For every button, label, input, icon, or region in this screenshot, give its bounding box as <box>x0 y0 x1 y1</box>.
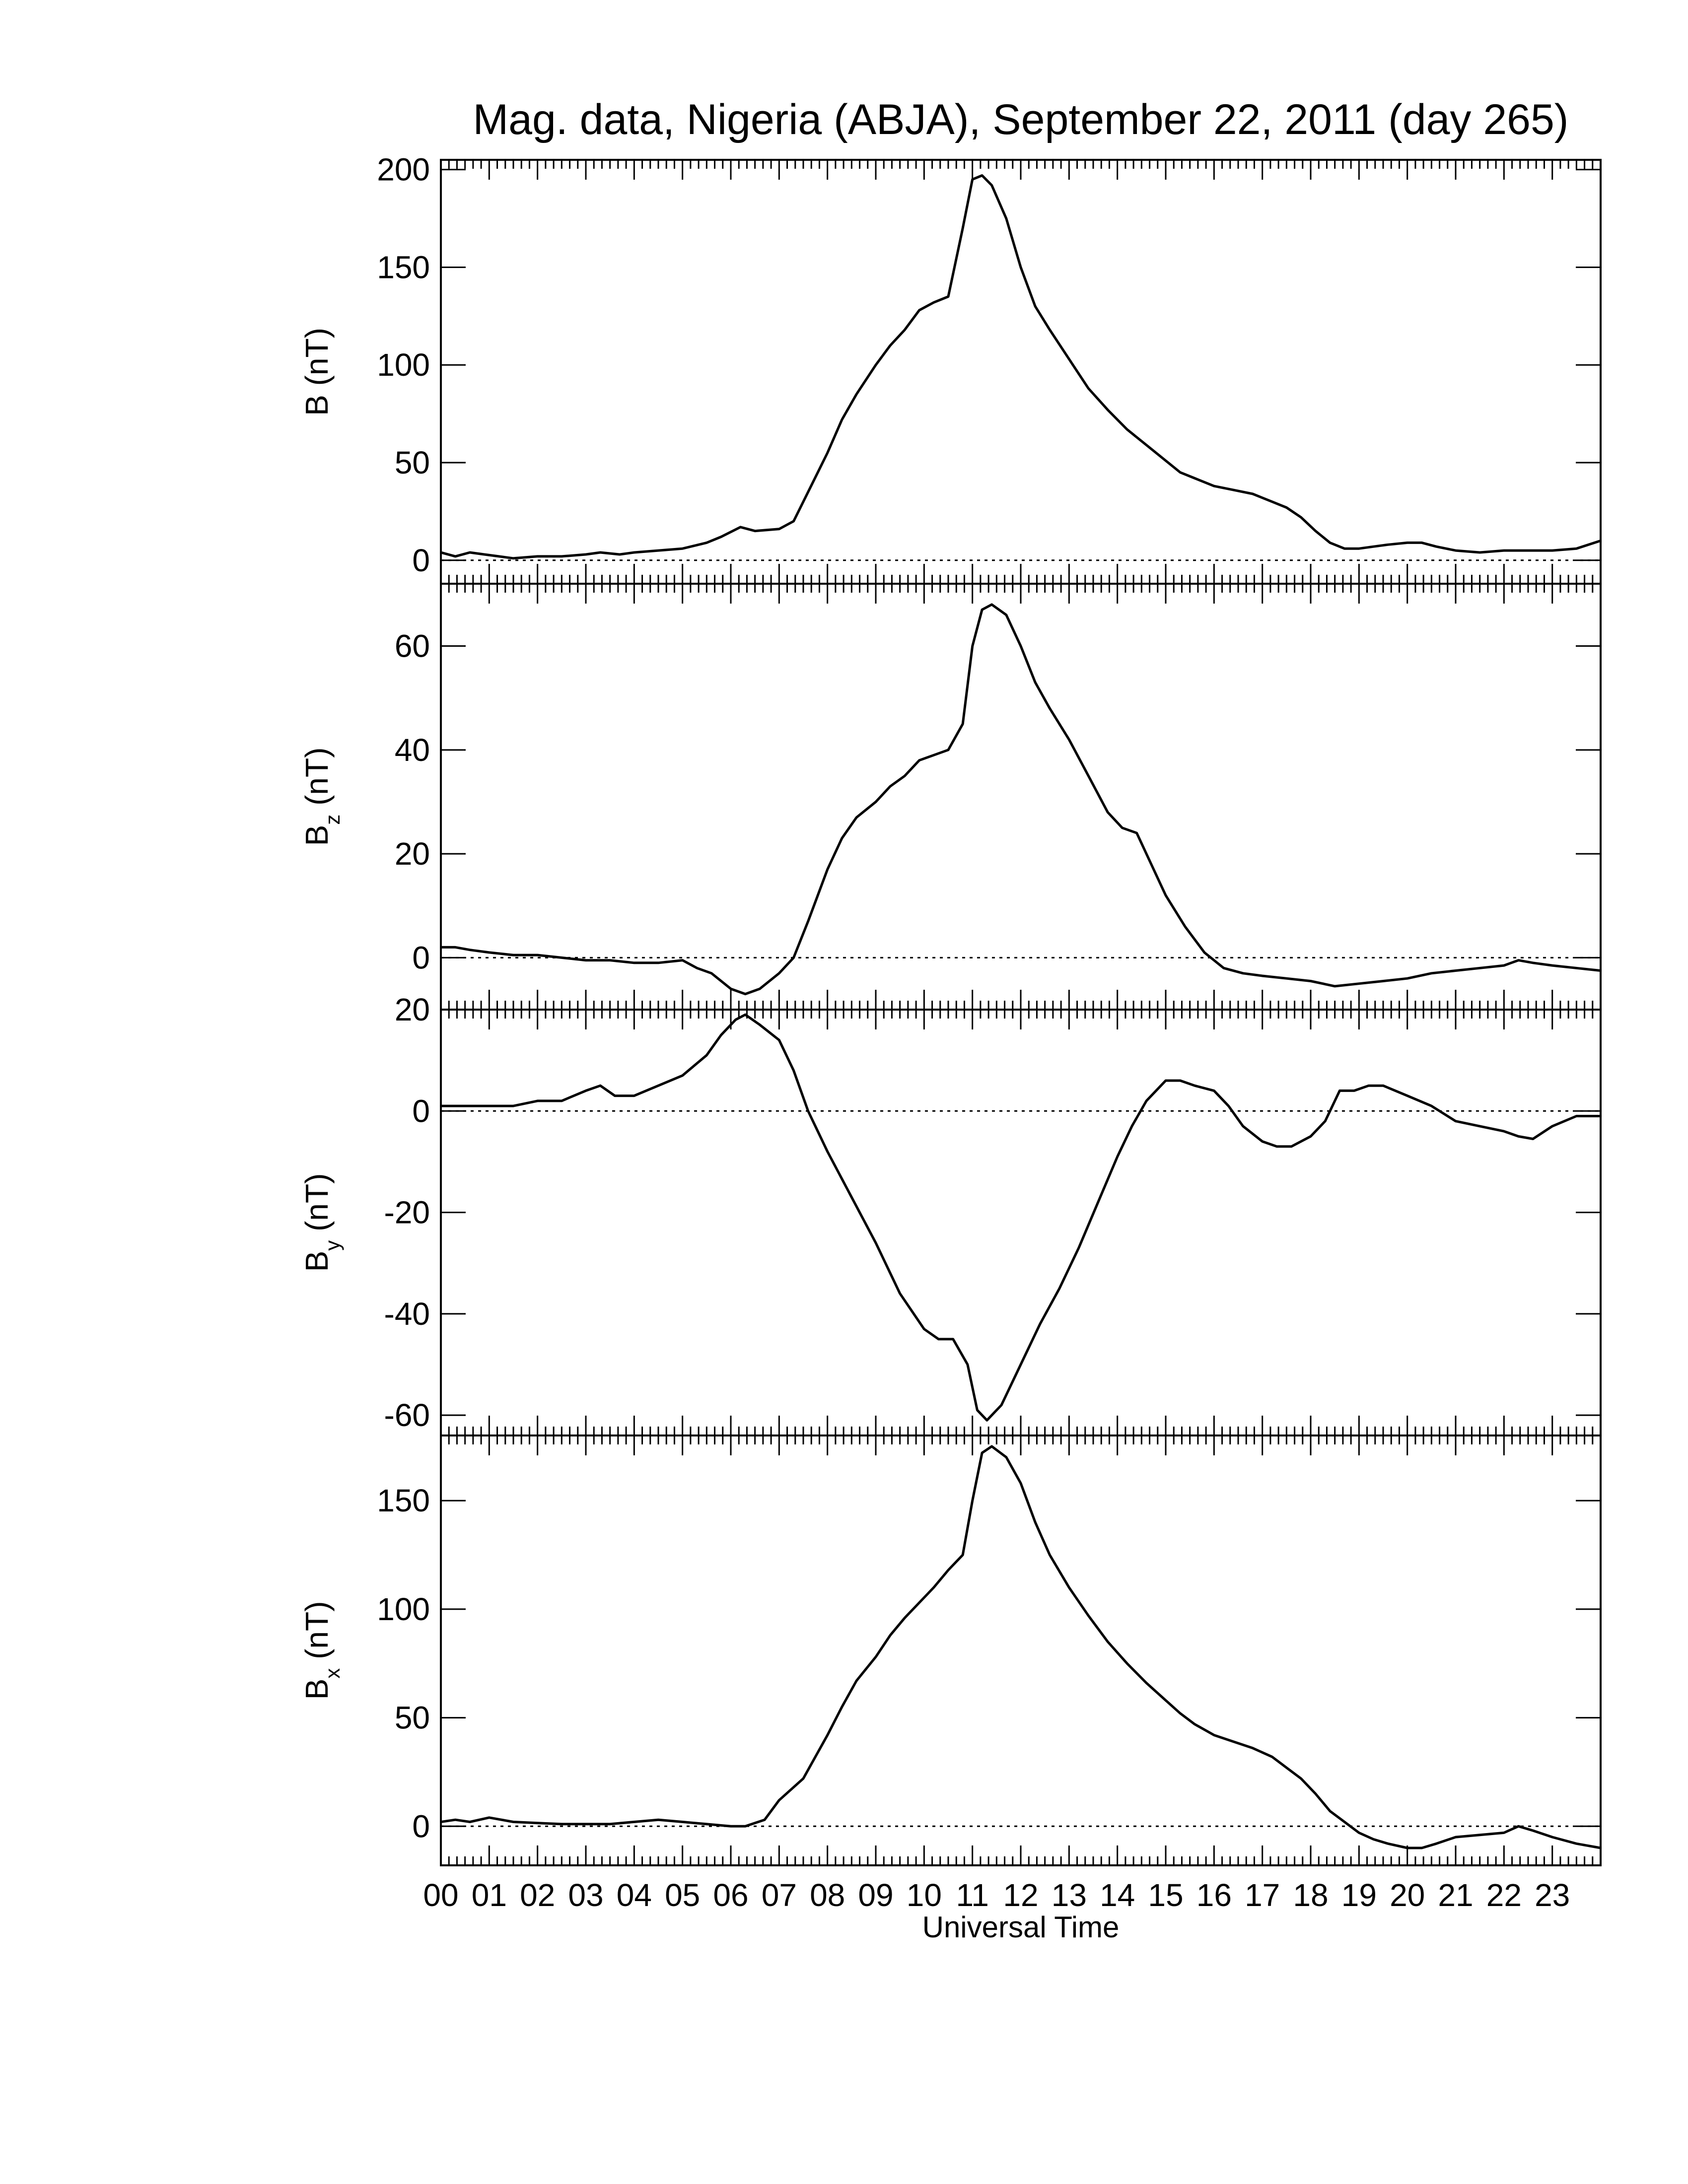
x-tick-label: 16 <box>1196 1877 1232 1913</box>
x-tick-label: 23 <box>1535 1877 1570 1913</box>
x-axis-title: Universal Time <box>922 1911 1120 1944</box>
y-tick-label: 150 <box>377 249 430 285</box>
x-tick-label: 00 <box>423 1877 458 1913</box>
y-tick-label: -20 <box>384 1195 430 1230</box>
y-axis-label: Bz (nT) <box>299 748 344 846</box>
y-tick-label: 200 <box>377 152 430 188</box>
y-axis-label: Bx (nT) <box>299 1601 344 1700</box>
y-axis-label-subscript: x <box>321 1668 344 1679</box>
y-axis-label: By (nT) <box>299 1173 344 1272</box>
x-tick-label: 15 <box>1148 1877 1183 1913</box>
y-axis-label-unit: (nT) <box>299 328 335 395</box>
y-tick-label: 0 <box>412 543 430 578</box>
y-tick-label: 0 <box>412 1093 430 1129</box>
series-line <box>440 1445 1601 1849</box>
x-tick-label: 05 <box>665 1877 700 1913</box>
x-tick-label: 02 <box>520 1877 555 1913</box>
panel-2: 0 20 40 60 Bz (nT) <box>299 583 1602 1011</box>
y-tick-label: 50 <box>395 1700 430 1736</box>
x-tick-label: 22 <box>1486 1877 1522 1913</box>
y-axis-label-unit: (nT) <box>299 748 335 815</box>
y-tick-label: 20 <box>395 836 430 872</box>
x-tick-label: 07 <box>762 1877 797 1913</box>
y-tick-label: 0 <box>412 1808 430 1844</box>
x-tick-label: 17 <box>1245 1877 1280 1913</box>
y-axis-label-main: B <box>299 395 335 416</box>
x-tick-label: 01 <box>472 1877 507 1913</box>
x-tick-label: 06 <box>713 1877 748 1913</box>
series-line <box>440 174 1601 560</box>
x-tick-label: 20 <box>1390 1877 1425 1913</box>
y-axis-label-main: B <box>299 1251 335 1272</box>
y-axis-label-unit: (nT) <box>299 1601 335 1668</box>
x-tick-label: 10 <box>907 1877 942 1913</box>
x-tick-label: 09 <box>858 1877 893 1913</box>
y-tick-label: -40 <box>384 1296 430 1332</box>
y-axis-label: B (nT) <box>299 328 335 416</box>
y-tick-label: -60 <box>384 1397 430 1433</box>
y-axis-label-unit: (nT) <box>299 1173 335 1240</box>
chart-title: Mag. data, Nigeria (ABJA), September 22,… <box>473 96 1569 143</box>
series-line <box>441 1013 1601 1422</box>
y-axis-label-main: B <box>299 1679 335 1700</box>
y-tick-label: 100 <box>377 1591 430 1627</box>
y-tick-label: 60 <box>395 628 430 664</box>
x-tick-label: 14 <box>1100 1877 1135 1913</box>
y-axis-label-main: B <box>299 825 335 846</box>
y-tick-label: 50 <box>395 445 430 480</box>
y-axis-label-subscript: z <box>321 815 344 825</box>
series-line <box>441 603 1601 996</box>
x-tick-label: 11 <box>956 1877 988 1913</box>
y-tick-label: 100 <box>377 347 430 383</box>
y-tick-label: 0 <box>412 940 430 975</box>
x-tick-label: 19 <box>1341 1877 1377 1913</box>
y-tick-label: 20 <box>395 992 430 1027</box>
y-tick-label: 150 <box>377 1483 430 1518</box>
x-tick-label: 13 <box>1052 1877 1087 1913</box>
panel-4: 0 50 100 150 Bx (nT) <box>299 1434 1602 1866</box>
x-axis-tick-labels: 00 01 02 03 04 05 06 07 08 09 10 11 12 13 14 15 16 17 18 19… <box>423 1877 1570 1913</box>
x-tick-label: 12 <box>1003 1877 1038 1913</box>
x-tick-label: 21 <box>1438 1877 1473 1913</box>
panel-1: 0 50 100 150 200 B (nT) <box>299 152 1602 585</box>
y-axis-label-subscript: y <box>321 1240 344 1251</box>
x-tick-label: 03 <box>568 1877 603 1913</box>
y-tick-label: 40 <box>395 732 430 768</box>
x-tick-label: 04 <box>617 1877 652 1913</box>
x-tick-label: 18 <box>1293 1877 1328 1913</box>
x-tick-label: 08 <box>810 1877 845 1913</box>
